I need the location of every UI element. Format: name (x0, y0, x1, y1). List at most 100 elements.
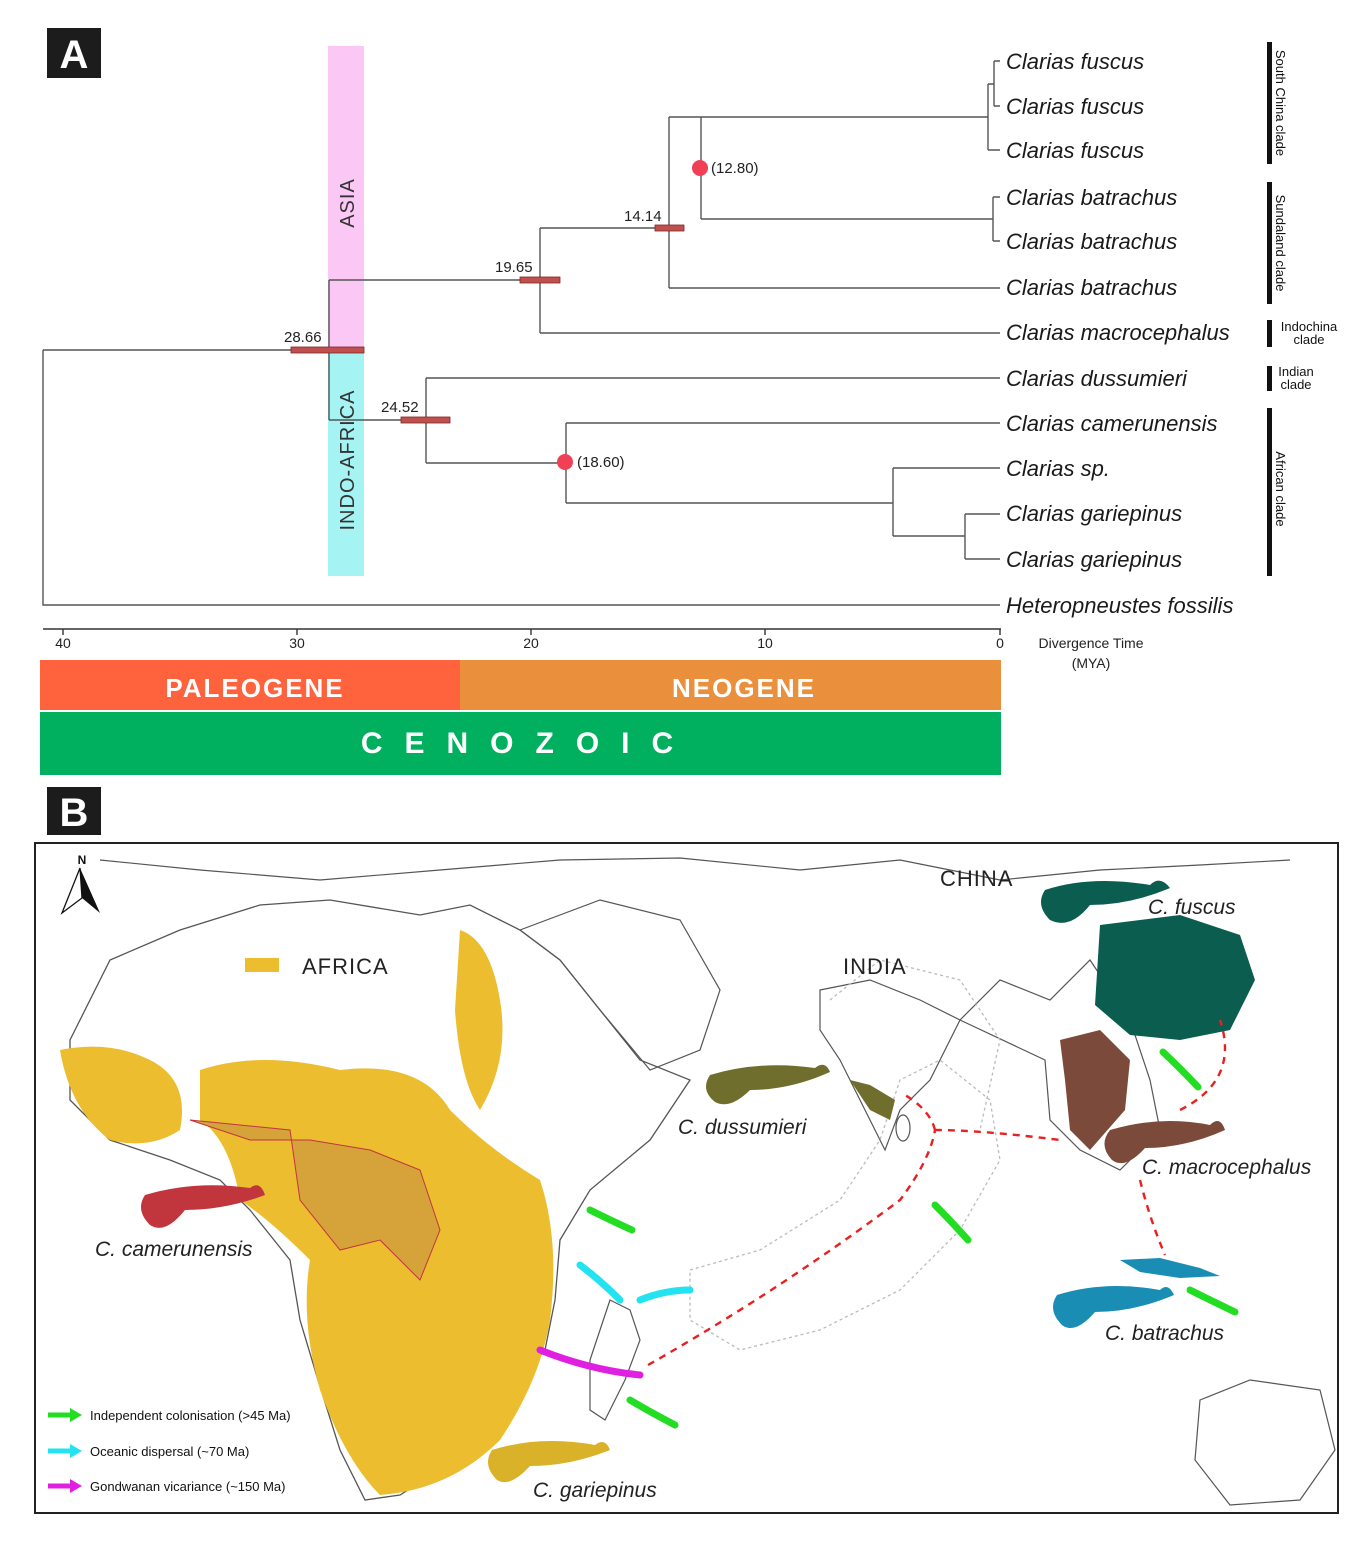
dussumieri-label: C. dussumieri (678, 1116, 808, 1139)
indian-clade-label-2: clade (1280, 377, 1311, 392)
arabia-outline (518, 899, 721, 1071)
species-ranges (60, 915, 1255, 1495)
taxon-label: Clarias gariepinus (1006, 547, 1182, 572)
node-label-18-60: (18.60) (577, 454, 625, 471)
map-legend: Independent colonisation (>45 Ma) Oceani… (48, 1408, 291, 1494)
camerunensis-label: C. camerunensis (95, 1238, 253, 1261)
indian-clade-label-1: Indian (1278, 364, 1313, 379)
time-axis (43, 628, 1001, 635)
node-label-28-66: 28.66 (284, 329, 322, 346)
india-label: INDIA (843, 954, 907, 979)
route-india-sundaland (934, 1128, 1061, 1142)
africa-outline (69, 899, 691, 1501)
colonisation-arrows (536, 1048, 1239, 1429)
legend-item-label: Oceanic dispersal (~70 Ma) (90, 1444, 249, 1459)
gariepinus-range-nile (455, 930, 503, 1110)
route-to-java (1138, 1179, 1167, 1256)
north-arrow-fill (80, 868, 100, 913)
cenozoic-label: CENOZOIC (361, 727, 695, 760)
indo-africa-region-bar (328, 350, 364, 576)
china-label: CHINA (940, 866, 1013, 891)
indochina-clade-label-1: Indochina (1281, 319, 1338, 334)
panel-a-label-box (47, 28, 101, 78)
green-arrow-africa (586, 1206, 636, 1234)
taxon-label: Heteropneustes fossilis (1006, 593, 1233, 618)
macrocephalus-fish-icon (1104, 1121, 1225, 1164)
panel-b-label: B (60, 791, 89, 835)
panel-a-label: A (60, 33, 89, 77)
node-age-bars (290, 224, 685, 424)
australia-outline (1194, 1379, 1336, 1506)
axis-tick-label: 10 (757, 635, 773, 651)
magenta-arrow (536, 1346, 644, 1379)
taxon-label: Clarias gariepinus (1006, 501, 1182, 526)
taxon-label: Clarias fuscus (1006, 49, 1144, 74)
legend-arrowhead-green (70, 1408, 82, 1422)
node-bar-19-65 (519, 276, 561, 284)
axis-title-line-1: Divergence Time (1038, 635, 1143, 651)
taxon-label: Clarias fuscus (1006, 138, 1144, 163)
fuscus-range (1095, 915, 1255, 1040)
cyan-arrow-2 (636, 1286, 694, 1304)
axis-tick-label: 20 (523, 635, 539, 651)
node-bar-24-52 (400, 416, 451, 424)
greater-india-outline (829, 959, 1001, 1131)
phylogenetic-tree (42, 60, 1000, 606)
taxon-label: Clarias sp. (1006, 456, 1110, 481)
fuscus-fish-icon (1041, 880, 1170, 923)
dispersal-routes (647, 1019, 1227, 1367)
panel-b: B (34, 787, 1339, 1514)
route-to-india (904, 1093, 937, 1131)
node-label-19-65: 19.65 (495, 259, 533, 276)
taxa-labels: Clarias fuscus Clarias fuscus Clarias fu… (1006, 49, 1233, 618)
calibration-point-12-80 (692, 160, 708, 176)
batrachus-label: C. batrachus (1105, 1322, 1225, 1345)
india-outline (819, 979, 961, 1152)
asia-region-bar (328, 46, 364, 350)
batrachus-range (1120, 1258, 1220, 1278)
camerunensis-fish-icon (141, 1185, 265, 1228)
axis-tick-label: 30 (289, 635, 305, 651)
south-china-bracket (1267, 42, 1272, 164)
african-bracket (1267, 408, 1272, 576)
sundaland-bracket (1267, 182, 1272, 304)
north-label: N (78, 853, 87, 867)
taxon-label: Clarias dussumieri (1006, 366, 1188, 391)
calibration-point-18-60 (557, 454, 573, 470)
route-to-china (1179, 1019, 1227, 1112)
legend-item-label: Independent colonisation (>45 Ma) (90, 1408, 291, 1423)
paleogene-bar (40, 660, 460, 710)
neogene-label: NEOGENE (672, 673, 816, 703)
node-label-12-80: (12.80) (711, 160, 759, 177)
se-asia-outline (958, 959, 1161, 1171)
neogene-bar (460, 660, 1001, 710)
gariepinus-fish-icon (488, 1441, 610, 1483)
fish-icons (141, 880, 1225, 1483)
green-arrow-madagascar (626, 1396, 679, 1429)
clade-brackets (1267, 42, 1272, 576)
node-label-24-52: 24.52 (381, 399, 419, 416)
sundaland-clade-label: Sundaland clade (1273, 195, 1288, 292)
indian-bracket (1267, 366, 1272, 391)
taxon-label: Clarias batrachus (1006, 185, 1177, 210)
africa-label: AFRICA (302, 954, 389, 979)
green-arrow-indochina (1159, 1048, 1202, 1091)
asia-label: ASIA (337, 178, 359, 228)
taxon-label: Clarias fuscus (1006, 94, 1144, 119)
legend-arrowhead-magenta (70, 1479, 82, 1493)
paleogene-label: PALEOGENE (165, 673, 344, 703)
african-clade-label: African clade (1273, 451, 1288, 526)
taxon-label: Clarias batrachus (1006, 229, 1177, 254)
gariepinus-range-west (60, 1046, 182, 1144)
node-bar-14-14 (654, 224, 685, 232)
sri-lanka-outline (895, 1114, 911, 1142)
gariepinus-range (200, 1060, 554, 1495)
map-basemap (69, 857, 1336, 1506)
taxon-label: Clarias macrocephalus (1006, 320, 1230, 345)
legend-arrowhead-cyan (70, 1444, 82, 1458)
gariepinus-range-patch (245, 958, 279, 972)
legend-item-label: Gondwanan vicariance (~150 Ma) (90, 1479, 285, 1494)
axis-tick-label: 0 (996, 635, 1004, 651)
eurasia-outline (99, 857, 1291, 881)
